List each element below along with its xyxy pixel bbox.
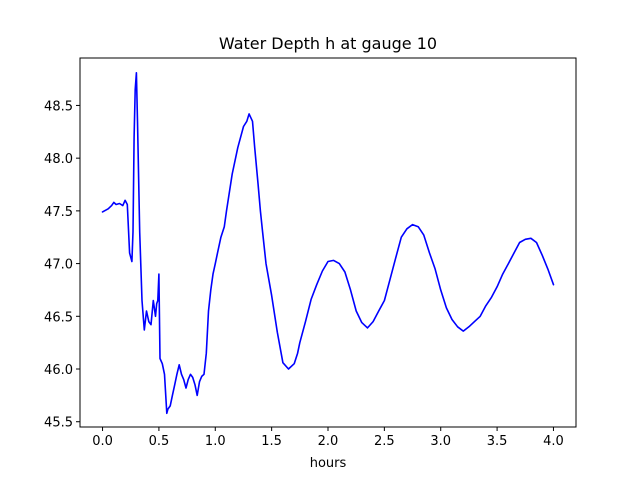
x-axis-label: hours (310, 456, 347, 471)
x-axis-ticks: 0.0 0.5 1.0 1.5 2.0 2.5 3.0 3.5 4.0 (92, 427, 564, 449)
x-tick-label: 1.0 (205, 434, 226, 449)
x-tick-label: 0.0 (92, 434, 113, 449)
x-tick-label: 3.0 (430, 434, 451, 449)
y-tick-label: 46.5 (44, 310, 73, 325)
x-tick-label: 3.5 (487, 434, 508, 449)
y-tick-label: 47.0 (44, 258, 73, 273)
plot-frame (79, 57, 577, 428)
series-layer (101, 72, 555, 415)
water-depth-line (101, 72, 555, 415)
y-tick-label: 48.0 (44, 152, 73, 167)
x-tick-label: 0.5 (149, 434, 170, 449)
x-tick-label: 1.5 (261, 434, 282, 449)
x-tick-label: 2.0 (318, 434, 339, 449)
chart-title: Water Depth h at gauge 10 (219, 34, 437, 53)
y-tick-label: 48.5 (44, 99, 73, 114)
x-tick-label: 2.5 (374, 434, 395, 449)
y-tick-label: 47.5 (44, 205, 73, 220)
y-tick-label: 46.0 (44, 363, 73, 378)
x-tick-label: 4.0 (543, 434, 564, 449)
y-tick-label: 45.5 (44, 416, 73, 431)
y-axis-ticks: 45.5 46.0 46.5 47.0 47.5 48.0 48.5 (44, 99, 80, 431)
